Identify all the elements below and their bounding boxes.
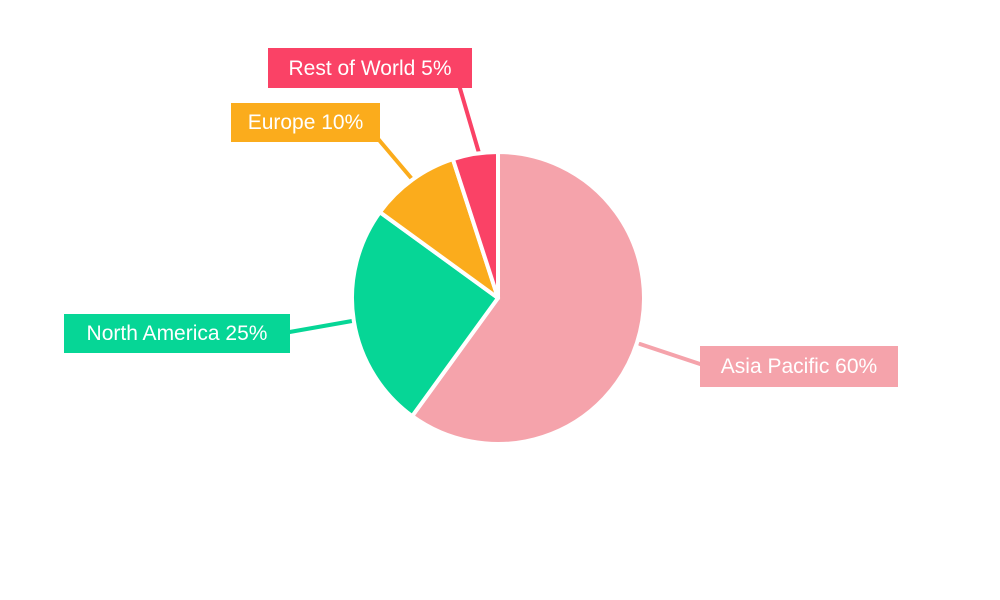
slice-callout-label-north-america: North America 25% xyxy=(64,314,290,353)
leader-line-asia-pacific xyxy=(638,342,708,368)
leader-line-rest-of-world xyxy=(457,83,481,155)
pie-slice-europe[interactable] xyxy=(377,157,500,300)
pie-slice-rest-of-world[interactable] xyxy=(450,150,500,300)
leader-line-north-america xyxy=(282,319,354,335)
pie-slice-north-america[interactable] xyxy=(350,210,500,419)
slice-callout-label-asia-pacific: Asia Pacific 60% xyxy=(700,346,898,387)
slice-callout-label-europe: Europe 10% xyxy=(231,103,380,142)
slice-callout-label-rest-of-world: Rest of World 5% xyxy=(268,48,472,88)
pie-slice-asia-pacific[interactable] xyxy=(410,150,646,446)
leader-line-europe xyxy=(372,132,414,181)
